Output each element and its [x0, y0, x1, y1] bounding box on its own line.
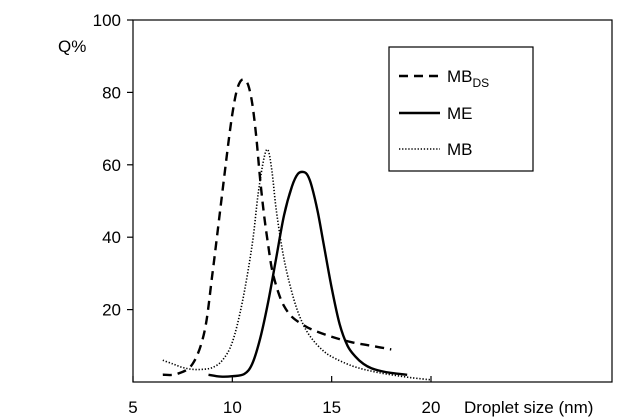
- x-tick-label: 15: [322, 398, 341, 417]
- y-tick-label: 100: [93, 11, 121, 30]
- series-line-dotted: [162, 148, 432, 381]
- series-lines: [162, 78, 432, 381]
- x-tick-label: 20: [422, 398, 441, 417]
- y-axis-ticks: 20 40 60 80 100: [93, 11, 133, 320]
- x-tick-label: 10: [223, 398, 242, 417]
- plot-frame: [132, 19, 613, 383]
- legend-box: [388, 46, 534, 172]
- legend-label: MB: [447, 140, 473, 159]
- legend-label: ME: [447, 104, 473, 123]
- y-tick-label: 80: [102, 83, 121, 102]
- x-axis-label: Droplet size (nm): [464, 398, 593, 417]
- y-tick-label: 40: [102, 228, 121, 247]
- x-axis-ticks: 5 10 15 20: [128, 376, 440, 417]
- y-tick-label: 60: [102, 156, 121, 175]
- series-line-solid: [208, 170, 408, 378]
- series-line-dashed: [162, 78, 392, 377]
- y-tick-label: 20: [102, 301, 121, 320]
- y-axis-label: Q%: [58, 37, 86, 56]
- x-tick-label: 5: [128, 398, 137, 417]
